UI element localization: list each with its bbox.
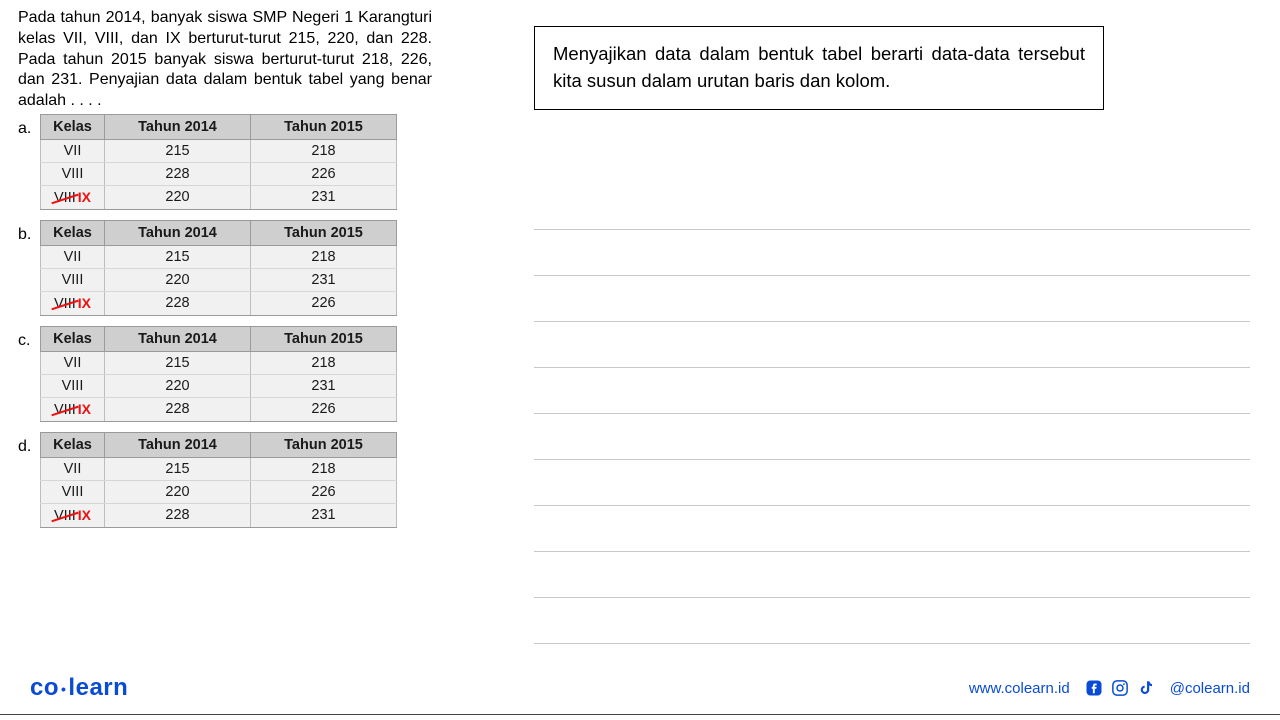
table-a: Kelas Tahun 2014 Tahun 2015 VII215218 VI… <box>40 114 397 210</box>
corrected-cell: VIIIIX <box>41 185 105 209</box>
col-header: Tahun 2014 <box>105 114 251 139</box>
corrected-cell: VIIIIX <box>41 503 105 527</box>
option-b: b. Kelas Tahun 2014 Tahun 2015 VII215218… <box>18 220 438 316</box>
footer-url[interactable]: www.colearn.id <box>969 680 1070 697</box>
table-b: Kelas Tahun 2014 Tahun 2015 VII215218 VI… <box>40 220 397 316</box>
footer-handle[interactable]: @colearn.id <box>1170 680 1250 697</box>
option-label-b: b. <box>18 220 40 244</box>
option-label-c: c. <box>18 326 40 350</box>
table-row: VIII220231 <box>41 374 397 397</box>
option-d: d. Kelas Tahun 2014 Tahun 2015 VII215218… <box>18 432 438 528</box>
table-row: VIIIIX228226 <box>41 291 397 315</box>
table-c: Kelas Tahun 2014 Tahun 2015 VII215218 VI… <box>40 326 397 422</box>
option-label-a: a. <box>18 114 40 138</box>
option-label-d: d. <box>18 432 40 456</box>
table-row: VIII220226 <box>41 480 397 503</box>
question-text: Pada tahun 2014, banyak siswa SMP Negeri… <box>18 8 438 112</box>
col-header: Kelas <box>41 114 105 139</box>
table-row: VII215218 <box>41 351 397 374</box>
table-d: Kelas Tahun 2014 Tahun 2015 VII215218 VI… <box>40 432 397 528</box>
colearn-logo: co•learn <box>30 674 128 702</box>
corrected-cell: VIIIIX <box>41 291 105 315</box>
table-row: VIII220231 <box>41 268 397 291</box>
writing-lines <box>534 184 1250 644</box>
explanation-column: Menyajikan data dalam bentuk tabel berar… <box>438 8 1250 660</box>
table-row: VIII228226 <box>41 162 397 185</box>
option-a: a. Kelas Tahun 2014 Tahun 2015 VII215218… <box>18 114 438 210</box>
facebook-icon[interactable] <box>1084 678 1104 698</box>
table-row: VIIIIX228231 <box>41 503 397 527</box>
corrected-cell: VIIIIX <box>41 397 105 421</box>
instagram-icon[interactable] <box>1110 678 1130 698</box>
table-row: VIIIIX228226 <box>41 397 397 421</box>
question-column: Pada tahun 2014, banyak siswa SMP Negeri… <box>18 8 438 660</box>
social-icons <box>1084 678 1156 698</box>
footer: co•learn www.colearn.id @colearn.id <box>0 669 1280 715</box>
tiktok-icon[interactable] <box>1136 678 1156 698</box>
explanation-box: Menyajikan data dalam bentuk tabel berar… <box>534 26 1104 110</box>
table-row: VIIIIX220231 <box>41 185 397 209</box>
table-row: VII215218 <box>41 457 397 480</box>
table-row: VII215218 <box>41 139 397 162</box>
table-row: VII215218 <box>41 245 397 268</box>
col-header: Tahun 2015 <box>251 114 397 139</box>
option-c: c. Kelas Tahun 2014 Tahun 2015 VII215218… <box>18 326 438 422</box>
